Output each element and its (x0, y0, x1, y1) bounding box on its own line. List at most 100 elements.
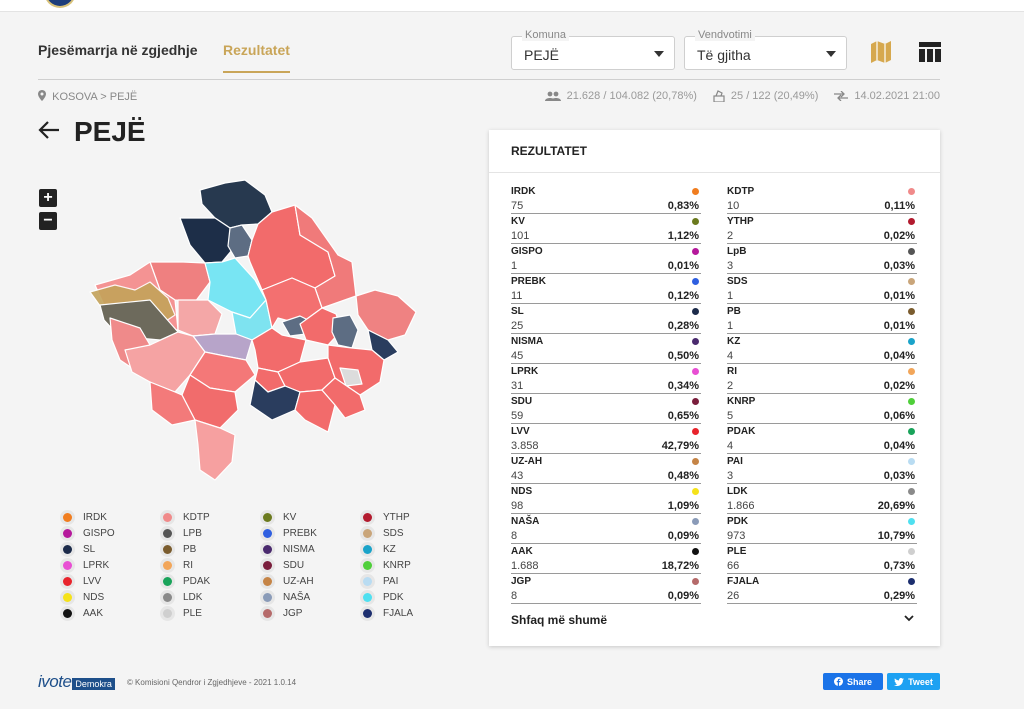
facebook-share-button[interactable]: Share (823, 673, 883, 690)
kosovo-results-map[interactable] (80, 176, 425, 486)
legend-color-dot (163, 560, 172, 570)
twitter-icon (894, 677, 905, 686)
party-votes: 4 (727, 440, 734, 452)
legend-item: IRDK (63, 509, 163, 525)
legend-color-dot (363, 608, 372, 618)
party-percentage: 0,01% (883, 290, 915, 302)
twitter-tweet-label: Tweet (908, 676, 933, 687)
legend-label: GISPO (83, 527, 115, 539)
municipality-select[interactable]: Komuna PEJË (511, 29, 675, 70)
party-color-dot (908, 398, 915, 405)
legend-color-dot (163, 512, 172, 522)
facebook-icon (833, 677, 843, 686)
party-name: YTHP (727, 216, 754, 227)
breadcrumb-separator: > (100, 91, 107, 103)
party-color-dot (692, 578, 699, 585)
party-color-dot (908, 428, 915, 435)
map-region-zvecan (179, 217, 233, 264)
legend-color-dot (263, 608, 272, 618)
legend-color-dot (163, 608, 172, 618)
top-bar (0, 0, 1024, 12)
back-arrow-icon[interactable] (38, 120, 60, 144)
legend-item: FJALA (363, 605, 463, 621)
legend-color-dot (163, 592, 172, 602)
party-percentage: 0,01% (667, 260, 699, 272)
party-votes: 3.858 (511, 440, 539, 452)
sync-arrows-icon (834, 91, 849, 101)
legend-item: PB (163, 541, 263, 557)
party-votes: 8 (511, 590, 518, 602)
party-name: NISMA (511, 336, 544, 347)
tab-participation[interactable]: Pjesëmarrja në zgjedhje (38, 42, 198, 58)
party-votes: 26 (727, 590, 740, 602)
tab-results[interactable]: Rezultatet (223, 42, 290, 73)
party-name: UZ-AH (511, 456, 543, 467)
party-color-dot (692, 458, 699, 465)
legend-item: SDU (263, 557, 363, 573)
zoom-in-button[interactable]: + (39, 189, 57, 207)
legend-item: JGP (263, 605, 363, 621)
legend-label: LPB (183, 527, 202, 539)
party-votes: 3 (727, 260, 734, 272)
page-title-row: PEJË (38, 116, 146, 148)
party-votes: 1 (727, 290, 734, 302)
result-row: PDK 973 10,79% (727, 514, 917, 544)
table-view-icon[interactable] (919, 40, 941, 67)
party-votes: 25 (511, 320, 524, 332)
party-percentage: 0,73% (883, 560, 915, 572)
party-percentage: 0,02% (883, 380, 915, 392)
legend-label: PB (183, 543, 197, 555)
party-color-dot (908, 488, 915, 495)
legend-label: KNRP (383, 559, 411, 571)
zoom-out-button[interactable]: − (39, 212, 57, 230)
party-name: FJALA (727, 576, 760, 587)
legend-label: LDK (183, 591, 203, 603)
result-row: UZ-AH 43 0,48% (511, 454, 701, 484)
legend-color-dot (363, 576, 372, 586)
legend-color-dot (63, 528, 72, 538)
legend-label: KDTP (183, 511, 210, 523)
party-votes: 3 (727, 470, 734, 482)
result-row: PB 1 0,01% (727, 304, 917, 334)
party-votes: 2 (727, 230, 734, 242)
party-votes: 1 (511, 260, 518, 272)
legend-item: RI (163, 557, 263, 573)
party-votes: 4 (727, 350, 734, 362)
party-percentage: 0,28% (667, 320, 699, 332)
result-row: LPRK 31 0,34% (511, 364, 701, 394)
result-row: YTHP 2 0,02% (727, 214, 917, 244)
party-name: LVV (511, 426, 530, 437)
show-more-button[interactable]: Shfaq më shumë (511, 613, 917, 627)
result-row: NDS 98 1,09% (511, 484, 701, 514)
breadcrumb-country[interactable]: KOSOVA (52, 91, 98, 103)
legend-item: LPRK (63, 557, 163, 573)
polling-station-select[interactable]: Vendvotimi Të gjitha (684, 29, 847, 70)
legend-item: GISPO (63, 525, 163, 541)
legend-color-dot (63, 544, 72, 554)
legend-color-dot (263, 576, 272, 586)
party-percentage: 18,72% (661, 560, 699, 572)
party-color-dot (908, 338, 915, 345)
party-percentage: 0,11% (884, 200, 915, 212)
legend-label: AAK (83, 607, 104, 619)
party-color-dot (692, 188, 699, 195)
map-view-icon[interactable] (870, 40, 892, 69)
legend-label: PDAK (183, 575, 211, 587)
party-votes: 1 (727, 320, 734, 332)
party-percentage: 0,03% (883, 470, 915, 482)
twitter-tweet-button[interactable]: Tweet (887, 673, 940, 690)
party-votes: 1.688 (511, 560, 539, 572)
result-row: SDS 1 0,01% (727, 274, 917, 304)
legend-color-dot (163, 544, 172, 554)
people-icon (544, 91, 561, 101)
party-percentage: 0,09% (667, 590, 699, 602)
party-percentage: 0,04% (883, 350, 915, 362)
result-row: KZ 4 0,04% (727, 334, 917, 364)
party-votes: 2 (727, 380, 734, 392)
party-percentage: 42,79% (661, 440, 699, 452)
result-row: JGP 8 0,09% (511, 574, 701, 604)
party-name: PAI (727, 456, 743, 467)
ivote-logo: ivote Demokra (38, 672, 115, 692)
result-row: FJALA 26 0,29% (727, 574, 917, 604)
brand-name: ivote (38, 672, 72, 691)
